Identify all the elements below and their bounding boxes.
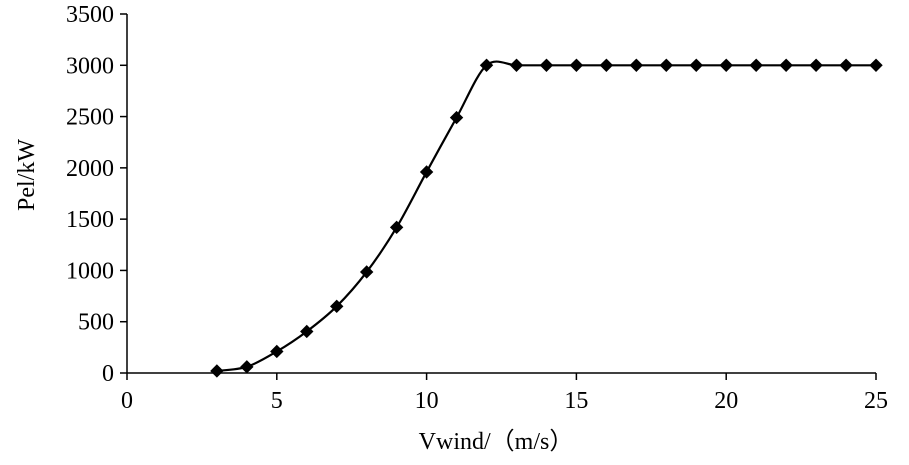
- x-axis-label: Vwind/（m/s）: [419, 429, 574, 455]
- x-tick-label: 25: [864, 388, 888, 414]
- data-point: [839, 58, 853, 72]
- data-point: [359, 265, 374, 279]
- y-axis-label: Pel/kW: [14, 139, 40, 211]
- series-line: [216, 60, 876, 373]
- data-point: [869, 58, 883, 72]
- data-point: [719, 58, 733, 72]
- data-point: [689, 58, 703, 72]
- data-point: [809, 58, 823, 72]
- data-point: [419, 165, 434, 179]
- y-tick-label: 1500: [66, 207, 114, 233]
- data-point: [509, 58, 524, 72]
- series-layer: [216, 60, 876, 373]
- markers-layer: [210, 58, 883, 378]
- data-point: [599, 58, 614, 72]
- data-point: [449, 110, 464, 125]
- y-tick-label: 1000: [66, 258, 114, 284]
- data-point: [629, 58, 644, 72]
- x-tick-label: 5: [271, 388, 283, 414]
- data-point: [389, 220, 404, 235]
- ticks-layer: 0 500 1000 1500 2000 2500 3000 3500 0 5 10 15 20 25: [66, 2, 888, 414]
- y-tick-label: 2000: [66, 156, 114, 182]
- x-tick-label: 0: [121, 388, 133, 414]
- data-point: [270, 344, 284, 359]
- y-tick-label: 3500: [66, 2, 114, 28]
- data-point: [659, 58, 673, 72]
- data-point: [779, 58, 793, 72]
- x-tick-label: 20: [714, 388, 738, 414]
- x-tick-label: 15: [564, 388, 588, 414]
- x-tick-label: 10: [415, 388, 439, 414]
- data-point: [749, 58, 763, 72]
- data-point: [569, 58, 584, 72]
- y-tick-label: 500: [78, 310, 114, 336]
- y-tick-label: 3000: [66, 53, 114, 79]
- data-point: [210, 364, 224, 378]
- axes-layer: [126, 14, 876, 374]
- y-tick-label: 0: [102, 361, 114, 387]
- data-point: [539, 58, 554, 72]
- data-point: [300, 324, 314, 339]
- data-point: [240, 360, 254, 374]
- data-point: [479, 58, 494, 72]
- data-point: [330, 299, 344, 314]
- y-tick-label: 2500: [66, 105, 114, 131]
